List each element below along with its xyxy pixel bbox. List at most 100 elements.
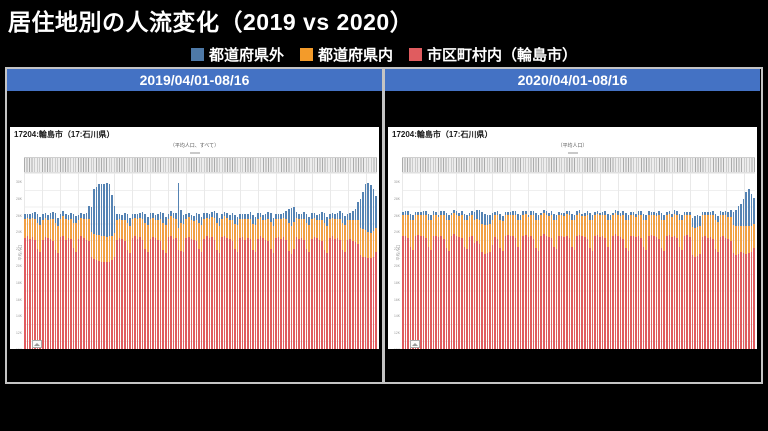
stacked-bar — [504, 211, 507, 349]
stacked-bar — [627, 215, 630, 349]
stacked-bar — [443, 210, 445, 349]
period-header-2020: 2020/04/01-08/16 — [385, 69, 760, 91]
stacked-bar — [213, 210, 216, 349]
stacked-bar — [326, 217, 328, 349]
stacked-bar — [471, 210, 473, 349]
stacked-bar — [617, 211, 619, 349]
stacked-bar — [573, 215, 576, 349]
stacked-bar — [277, 214, 280, 349]
stacked-bar — [596, 211, 599, 349]
stacked-bar — [419, 211, 422, 349]
y-tick-label: 18K — [394, 280, 400, 285]
stacked-bar — [103, 183, 105, 349]
stacked-bar — [290, 207, 293, 349]
legend-swatch-orange-icon — [299, 48, 313, 61]
stacked-bar — [609, 215, 612, 349]
stacked-bar — [226, 212, 228, 349]
stacked-bar — [722, 211, 724, 349]
legend-label: 都道府県内 — [317, 47, 393, 64]
y-tick-label: 12K — [16, 331, 22, 335]
panel-2020: 2020/04/01-08/16 17204:輪島市（17:石川県） （平均人口… — [385, 69, 760, 382]
stacked-bar — [157, 214, 159, 349]
stacked-bar — [645, 215, 647, 349]
stacked-bar — [308, 216, 310, 349]
stacked-bar — [29, 214, 31, 349]
stacked-bar — [642, 213, 645, 349]
stacked-bar — [460, 211, 463, 349]
y-axis-tick-labels: 30K 28K 26K 24K 22K 20K 18K 16K 14K 12K 10K — [388, 173, 401, 349]
stacked-bar — [717, 216, 719, 349]
stacked-bar — [190, 215, 193, 349]
stacked-bar — [359, 199, 362, 349]
stacked-bar — [655, 212, 658, 349]
stacked-bar — [412, 215, 414, 349]
stacked-bar — [108, 184, 111, 349]
stacked-bar — [463, 213, 466, 349]
stacked-bar — [293, 207, 295, 349]
stacked-bar — [681, 215, 683, 349]
stacked-bar — [369, 185, 372, 349]
stacked-bar — [77, 214, 80, 349]
stacked-bar — [622, 210, 624, 349]
stacked-bar — [527, 214, 530, 349]
stacked-bar — [607, 213, 609, 349]
stacked-bar — [62, 211, 64, 349]
stacked-bar — [131, 213, 134, 349]
y-tick-label: 20K — [394, 263, 400, 268]
stacked-bar — [591, 215, 594, 349]
stacked-bar — [407, 211, 409, 349]
stacked-bar — [26, 213, 29, 349]
stacked-bar — [709, 211, 712, 349]
stacked-bar — [367, 182, 369, 349]
stacked-bar — [545, 211, 548, 349]
stacked-bars-2019 — [24, 173, 377, 349]
legend-item-outside-prefecture: 都道府県外 — [190, 44, 284, 65]
stacked-bar — [334, 213, 336, 349]
y-tick-label: 26K — [394, 213, 400, 218]
stacked-bar — [668, 211, 671, 349]
stacked-bar — [144, 213, 146, 349]
stacked-bar — [696, 214, 699, 349]
stacked-bar — [49, 213, 52, 349]
stacked-bar — [305, 213, 308, 349]
chart-subtitle: （平均人口、すべて） — [169, 142, 220, 149]
stacked-bar — [658, 210, 660, 349]
stacked-bar — [205, 212, 208, 349]
stacked-bar — [640, 211, 642, 349]
stacked-bar — [560, 212, 563, 349]
stacked-bar — [724, 211, 727, 349]
stacked-bar — [82, 213, 85, 349]
plot-area-2020 — [402, 173, 755, 349]
stacked-bar — [272, 217, 275, 349]
stacked-bar — [129, 217, 131, 349]
stacked-bar — [198, 213, 200, 349]
stacked-bar — [753, 197, 755, 349]
stacked-bar — [704, 211, 706, 349]
stacked-bar — [583, 212, 586, 349]
stacked-bar — [95, 186, 98, 349]
stacked-bar — [139, 212, 141, 349]
legend-swatch-red-icon — [409, 48, 422, 61]
stacked-bar — [440, 211, 442, 349]
stacked-bar — [553, 213, 555, 349]
stacked-bar — [262, 214, 264, 349]
stacked-bar — [450, 212, 453, 349]
stacked-bar — [663, 215, 665, 349]
stacked-bar — [509, 211, 512, 349]
stacked-bar — [267, 211, 269, 349]
stacked-bar — [619, 213, 622, 349]
stacked-bar — [481, 212, 483, 349]
stacked-bar — [507, 212, 509, 349]
comparison-container: 2019/04/01-08/16 17204:輪島市（17:石川県） （平均人口… — [5, 67, 763, 384]
stacked-bar — [54, 213, 57, 349]
stacked-bar — [41, 214, 44, 349]
stacked-bar — [203, 213, 205, 349]
stacked-bar — [555, 215, 558, 349]
stacked-bar — [352, 211, 354, 349]
stacked-bar — [341, 212, 344, 349]
plot-area-2019 — [24, 173, 377, 349]
y-tick-label: 10K — [11, 348, 22, 349]
legend-swatch-blue-icon — [190, 48, 204, 61]
stacked-bar — [496, 211, 499, 349]
stacked-bar — [422, 211, 425, 349]
